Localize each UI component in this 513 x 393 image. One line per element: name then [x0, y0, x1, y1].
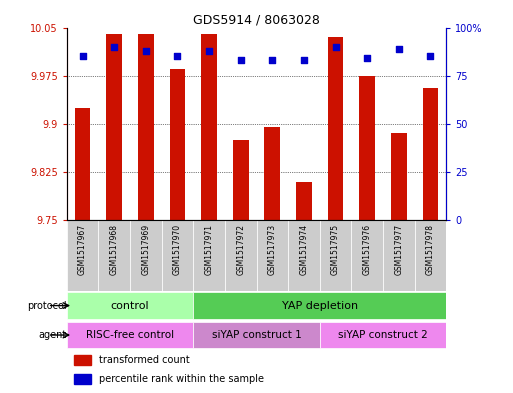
Bar [320, 322, 446, 348]
Text: GSM1517977: GSM1517977 [394, 224, 403, 275]
Text: GSM1517967: GSM1517967 [78, 224, 87, 275]
Title: GDS5914 / 8063028: GDS5914 / 8063028 [193, 13, 320, 26]
Point [110, 44, 118, 50]
Bar [106, 34, 122, 220]
Bar [138, 34, 154, 220]
Bar [320, 220, 351, 291]
Point [426, 53, 435, 59]
Point [300, 57, 308, 63]
Point [205, 48, 213, 54]
Bar [233, 140, 249, 220]
Text: GSM1517975: GSM1517975 [331, 224, 340, 275]
Bar [264, 127, 280, 220]
Text: protocol: protocol [27, 301, 67, 310]
Point [331, 44, 340, 50]
Bar [67, 220, 98, 291]
Text: percentile rank within the sample: percentile rank within the sample [99, 374, 264, 384]
Text: GSM1517971: GSM1517971 [205, 224, 213, 275]
Point [268, 57, 277, 63]
Bar [201, 34, 217, 220]
Text: GSM1517973: GSM1517973 [268, 224, 277, 275]
Text: YAP depletion: YAP depletion [282, 301, 358, 310]
Text: GSM1517974: GSM1517974 [300, 224, 308, 275]
Text: RISC-free control: RISC-free control [86, 330, 174, 340]
Point [394, 46, 403, 52]
Text: transformed count: transformed count [99, 354, 190, 365]
Bar [193, 322, 320, 348]
Text: GSM1517976: GSM1517976 [363, 224, 372, 275]
Point [363, 55, 371, 61]
Point [173, 53, 182, 59]
Bar [296, 182, 312, 220]
Text: GSM1517968: GSM1517968 [110, 224, 119, 275]
Bar [98, 220, 130, 291]
Bar [74, 108, 90, 220]
Text: GSM1517972: GSM1517972 [236, 224, 245, 275]
Point [78, 53, 87, 59]
Text: GSM1517970: GSM1517970 [173, 224, 182, 275]
Bar [423, 88, 439, 220]
Text: GSM1517969: GSM1517969 [141, 224, 150, 275]
Bar [74, 374, 91, 384]
Bar [351, 220, 383, 291]
Bar [193, 220, 225, 291]
Point [142, 48, 150, 54]
Bar [162, 220, 193, 291]
Bar [288, 220, 320, 291]
Bar [328, 37, 344, 220]
Bar [67, 292, 193, 319]
Text: GSM1517978: GSM1517978 [426, 224, 435, 275]
Bar [169, 69, 185, 220]
Text: siYAP construct 2: siYAP construct 2 [338, 330, 428, 340]
Bar [74, 354, 91, 365]
Bar [67, 322, 193, 348]
Bar [383, 220, 415, 291]
Bar [130, 220, 162, 291]
Bar [225, 220, 256, 291]
Bar [359, 76, 375, 220]
Text: siYAP construct 1: siYAP construct 1 [212, 330, 301, 340]
Bar [415, 220, 446, 291]
Bar [256, 220, 288, 291]
Point [236, 57, 245, 63]
Bar [391, 134, 407, 220]
Bar [193, 292, 446, 319]
Text: control: control [111, 301, 149, 310]
Text: agent: agent [38, 330, 67, 340]
